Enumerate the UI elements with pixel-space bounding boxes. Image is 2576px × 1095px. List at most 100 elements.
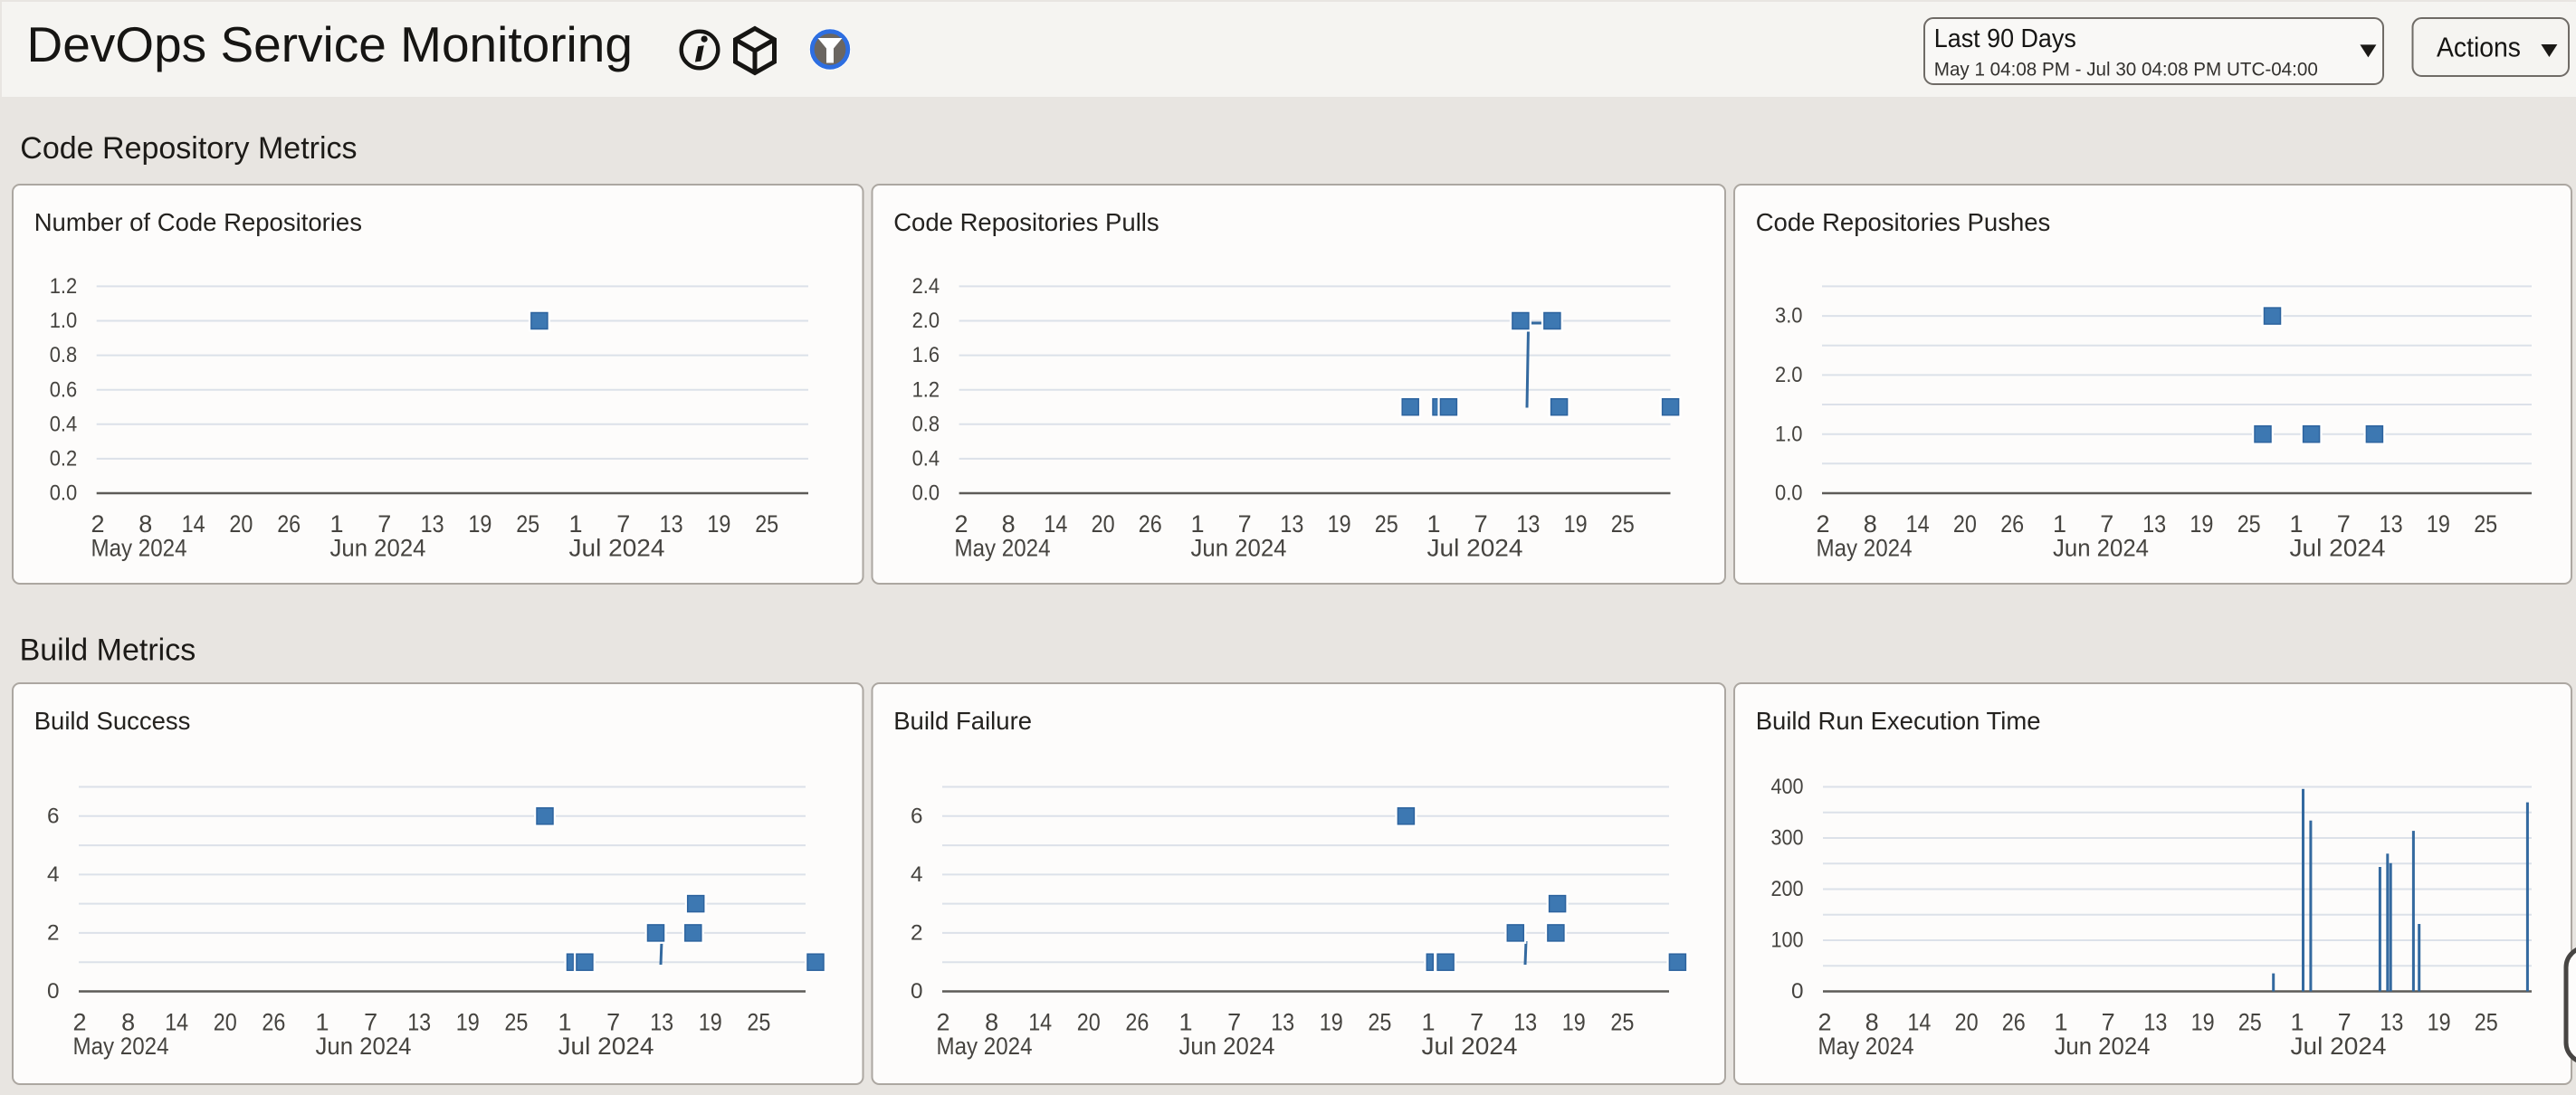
svg-text:0.4: 0.4 <box>912 447 940 471</box>
svg-text:May 2024: May 2024 <box>73 1033 169 1060</box>
svg-text:DevOps Service Monitoring: DevOps Service Monitoring <box>27 16 633 72</box>
svg-text:Code Repositories Pulls: Code Repositories Pulls <box>893 208 1159 236</box>
svg-text:4: 4 <box>911 862 923 887</box>
svg-text:Jun 2024: Jun 2024 <box>1179 1033 1275 1060</box>
svg-text:2: 2 <box>1818 1009 1831 1036</box>
svg-text:8: 8 <box>1864 510 1877 538</box>
svg-text:1: 1 <box>2053 510 2066 538</box>
svg-text:Jul 2024: Jul 2024 <box>558 1033 654 1060</box>
svg-text:0.8: 0.8 <box>50 343 78 367</box>
svg-text:26: 26 <box>1139 510 1162 538</box>
svg-text:1: 1 <box>1190 510 1204 538</box>
svg-text:Jun 2024: Jun 2024 <box>1191 535 1287 562</box>
svg-text:Last 90 Days: Last 90 Days <box>1934 24 2076 53</box>
svg-text:19: 19 <box>707 510 730 538</box>
svg-text:1: 1 <box>1178 1009 1192 1036</box>
svg-text:13: 13 <box>421 510 444 538</box>
svg-text:20: 20 <box>1955 1009 1979 1036</box>
svg-text:19: 19 <box>1562 1009 1586 1036</box>
svg-text:7: 7 <box>364 1009 377 1036</box>
svg-text:26: 26 <box>2002 1009 2026 1036</box>
svg-text:19: 19 <box>2428 1009 2451 1036</box>
svg-text:7: 7 <box>1238 510 1252 538</box>
svg-text:1: 1 <box>568 510 582 538</box>
svg-text:13: 13 <box>660 510 683 538</box>
svg-text:26: 26 <box>1125 1009 1149 1036</box>
svg-text:2.0: 2.0 <box>1775 363 1803 387</box>
svg-text:200: 200 <box>1771 877 1804 901</box>
svg-text:7: 7 <box>1470 1009 1484 1036</box>
svg-text:14: 14 <box>165 1009 188 1036</box>
svg-text:0.4: 0.4 <box>50 412 78 436</box>
svg-text:May 2024: May 2024 <box>1818 1033 1914 1060</box>
svg-text:6: 6 <box>911 804 923 828</box>
svg-text:0.2: 0.2 <box>50 447 78 471</box>
svg-text:20: 20 <box>229 510 253 538</box>
svg-text:Code Repositories Pushes: Code Repositories Pushes <box>1756 208 2051 236</box>
svg-text:400: 400 <box>1771 775 1804 799</box>
svg-text:Number of Code Repositories: Number of Code Repositories <box>34 208 362 236</box>
svg-text:8: 8 <box>985 1009 998 1036</box>
svg-text:Jul 2024: Jul 2024 <box>2290 535 2386 562</box>
svg-text:25: 25 <box>504 1009 528 1036</box>
svg-text:May 2024: May 2024 <box>1817 535 1913 562</box>
svg-text:Jun 2024: Jun 2024 <box>2055 1033 2151 1060</box>
svg-text:Jul 2024: Jul 2024 <box>1427 535 1523 562</box>
svg-text:7: 7 <box>2102 1009 2115 1036</box>
svg-text:13: 13 <box>650 1009 673 1036</box>
svg-text:25: 25 <box>2474 510 2497 538</box>
svg-text:2: 2 <box>72 1009 86 1036</box>
svg-text:2: 2 <box>47 921 60 946</box>
svg-text:25: 25 <box>516 510 539 538</box>
svg-text:May 2024: May 2024 <box>937 1033 1033 1060</box>
svg-text:0.0: 0.0 <box>50 481 78 506</box>
svg-text:Jun 2024: Jun 2024 <box>316 1033 412 1060</box>
svg-text:Jul 2024: Jul 2024 <box>2291 1033 2387 1060</box>
svg-text:7: 7 <box>1474 510 1488 538</box>
svg-text:1.0: 1.0 <box>50 309 78 333</box>
svg-text:1: 1 <box>1426 510 1440 538</box>
svg-text:19: 19 <box>699 1009 722 1036</box>
svg-text:7: 7 <box>2338 1009 2352 1036</box>
svg-text:19: 19 <box>2190 510 2213 538</box>
svg-text:Jun 2024: Jun 2024 <box>2053 535 2149 562</box>
svg-text:25: 25 <box>2475 1009 2498 1036</box>
svg-text:13: 13 <box>1280 510 1303 538</box>
svg-text:19: 19 <box>2427 510 2450 538</box>
svg-text:2: 2 <box>1816 510 1829 538</box>
svg-text:14: 14 <box>182 510 205 538</box>
svg-text:0: 0 <box>47 979 60 1004</box>
svg-text:13: 13 <box>2143 1009 2167 1036</box>
svg-text:0: 0 <box>911 979 923 1004</box>
svg-text:2: 2 <box>91 510 104 538</box>
svg-text:7: 7 <box>2337 510 2351 538</box>
svg-text:1: 1 <box>2290 1009 2304 1036</box>
svg-text:25: 25 <box>755 510 778 538</box>
svg-text:20: 20 <box>1077 1009 1101 1036</box>
svg-text:26: 26 <box>2000 510 2024 538</box>
svg-text:Code Repository Metrics: Code Repository Metrics <box>20 131 357 166</box>
svg-text:13: 13 <box>2142 510 2166 538</box>
svg-text:100: 100 <box>1771 928 1804 953</box>
svg-text:Jul 2024: Jul 2024 <box>569 535 665 562</box>
svg-text:7: 7 <box>377 510 391 538</box>
svg-text:7: 7 <box>2100 510 2113 538</box>
svg-text:Build Run Execution Time: Build Run Execution Time <box>1756 707 2041 735</box>
svg-text:3.0: 3.0 <box>1775 304 1803 328</box>
svg-text:1: 1 <box>2054 1009 2067 1036</box>
svg-text:20: 20 <box>214 1009 237 1036</box>
svg-text:8: 8 <box>1865 1009 1879 1036</box>
svg-text:20: 20 <box>1953 510 1977 538</box>
svg-text:1: 1 <box>558 1009 571 1036</box>
svg-text:1: 1 <box>2289 510 2303 538</box>
svg-text:2.0: 2.0 <box>912 309 940 333</box>
svg-text:13: 13 <box>2380 1009 2403 1036</box>
svg-text:26: 26 <box>262 1009 285 1036</box>
svg-text:19: 19 <box>2191 1009 2215 1036</box>
svg-text:1.6: 1.6 <box>912 343 940 367</box>
svg-text:8: 8 <box>138 510 152 538</box>
svg-text:2: 2 <box>954 510 968 538</box>
svg-text:25: 25 <box>2237 510 2261 538</box>
svg-text:7: 7 <box>606 1009 620 1036</box>
svg-text:1.2: 1.2 <box>50 274 78 299</box>
